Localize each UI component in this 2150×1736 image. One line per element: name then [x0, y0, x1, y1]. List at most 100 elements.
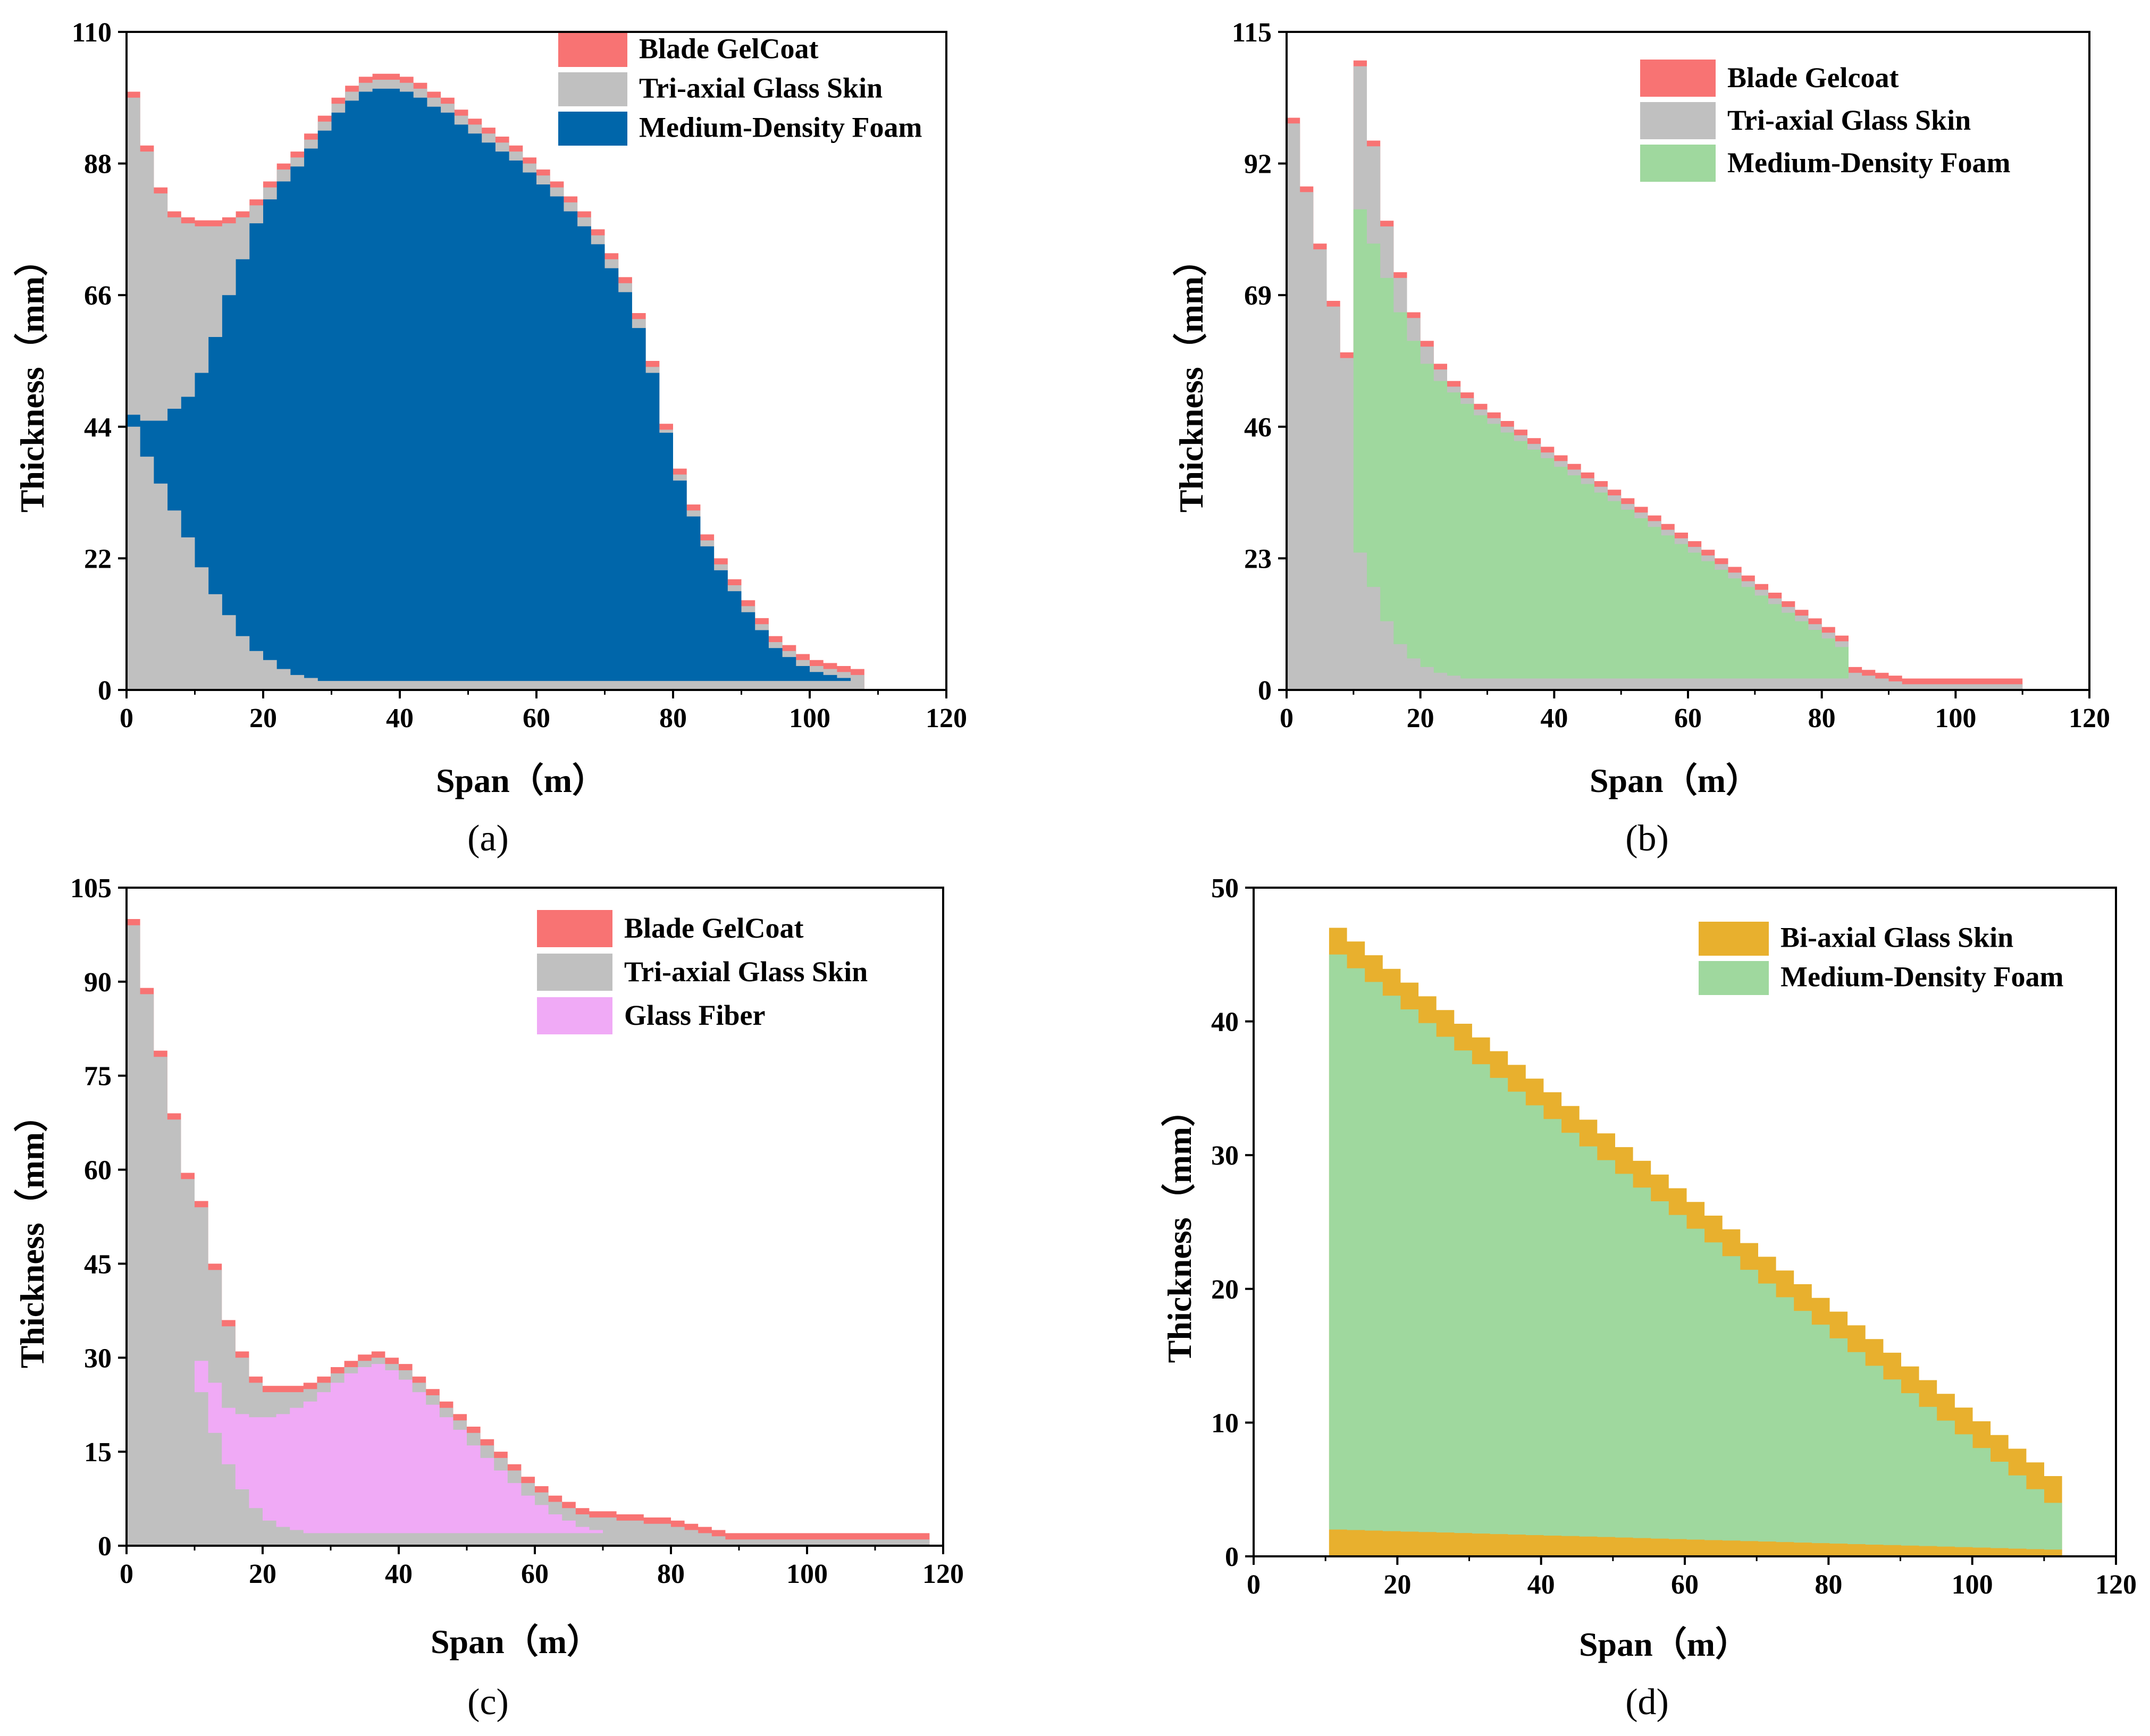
series-foam: [1329, 954, 2062, 1550]
panel-c-ytick-label: 75: [84, 1061, 112, 1092]
panel-b-xtick-label: 0: [1280, 703, 1294, 734]
panel-d-ytick-label: 20: [1211, 1275, 1239, 1305]
panel-d-label: (d): [1625, 1682, 1669, 1723]
panel-c-legend-swatch: [537, 954, 612, 991]
panel-c-xtick-label: 60: [521, 1559, 549, 1589]
panel-d: Span（m） Thickness（mm） (d) 0 20 40 60 80 100 12…: [1161, 873, 2137, 1723]
panel-d-legend-label: Bi-axial Glass Skin: [1781, 921, 2013, 953]
panel-a-ytick-label: 88: [84, 149, 112, 180]
panel-c-ytick-label: 90: [84, 967, 112, 998]
panel-d-xtick-label: 80: [1815, 1570, 1842, 1600]
series-core: [127, 88, 851, 681]
panel-c-xtick-label: 0: [120, 1559, 133, 1589]
panel-b-label: (b): [1625, 818, 1669, 859]
panel-a-legend-label: Tri-axial Glass Skin: [639, 72, 883, 104]
panel-d-xtick-label: 100: [1952, 1570, 1993, 1600]
panel-b-ytick-label: 92: [1244, 149, 1272, 180]
panel-d-ytick-label: 10: [1211, 1408, 1239, 1438]
panel-a-ytick-label: 66: [84, 281, 112, 311]
panel-d-legend-swatch: [1699, 961, 1769, 995]
panel-b-ylabel: Thickness（mm）: [1172, 242, 1210, 513]
panel-c-label: (c): [467, 1682, 509, 1723]
panel-a-xtick-label: 40: [386, 703, 414, 734]
panel-b-xtick-label: 100: [1935, 703, 1976, 734]
panel-b-legend-label: Medium-Density Foam: [1727, 147, 2010, 179]
panel-d-legend-swatch: [1699, 922, 1769, 956]
panel-c-ylabel: Thickness（mm）: [13, 1098, 51, 1369]
series-triaxial-skin: [127, 925, 930, 1546]
panel-b-xlabel: Span（m）: [1590, 762, 1760, 799]
panel-a: Span（m） Thickness（mm） (a) 0 20 40 60 80 100 12…: [13, 18, 967, 859]
panel-b-xtick-label: 40: [1540, 703, 1568, 734]
panel-b-ytick-label: 23: [1244, 544, 1272, 574]
panel-b: Span（m） Thickness（mm） (b) 0 20 40 60 80 100 12…: [1172, 18, 2110, 859]
panel-a-legend-swatch: [558, 72, 627, 106]
panel-c-xlabel: Span（m）: [431, 1623, 601, 1661]
panel-d-legend-label: Medium-Density Foam: [1781, 960, 2063, 992]
panel-a-ytick-label: 0: [98, 676, 112, 706]
panel-b-xtick-label: 120: [2069, 703, 2110, 734]
panel-a-ytick-label: 22: [84, 544, 112, 574]
panel-d-xlabel: Span（m）: [1579, 1625, 1749, 1663]
panel-a-xtick-label: 80: [659, 703, 687, 734]
panel-b-xtick-label: 80: [1808, 703, 1836, 734]
panel-a-label: (a): [467, 818, 509, 859]
panel-d-ytick-label: 50: [1211, 873, 1239, 904]
panel-d-xtick-label: 120: [2095, 1570, 2137, 1600]
panel-a-xtick-label: 20: [249, 703, 277, 734]
panel-a-legend-swatch: [558, 33, 627, 67]
panel-c-ytick-label: 105: [70, 873, 112, 904]
panel-d-ylabel: Thickness（mm）: [1161, 1093, 1198, 1363]
panel-b-legend-swatch: [1640, 145, 1716, 182]
panel-a-legend-swatch: [558, 112, 627, 146]
panel-c-ytick-label: 0: [98, 1531, 112, 1562]
panel-c-xtick-label: 100: [786, 1559, 828, 1589]
panel-a-xtick-label: 0: [120, 703, 133, 734]
panel-a-legend-label: Blade GelCoat: [639, 32, 818, 64]
panel-b-ytick-label: 46: [1244, 412, 1272, 443]
series-biaxial-skin-bottom: [1329, 1529, 2062, 1556]
panel-b-legend-label: Tri-axial Glass Skin: [1727, 104, 1971, 136]
series-core: [1353, 209, 1849, 679]
panel-c: Span（m） Thickness（mm） (c) 0 20 40 60 80 100 12…: [13, 873, 964, 1723]
panel-c-xtick-label: 20: [249, 1559, 276, 1589]
panel-b-legend-swatch: [1640, 102, 1716, 139]
panel-d-xtick-label: 60: [1671, 1570, 1699, 1600]
panel-c-xtick-label: 80: [657, 1559, 685, 1589]
panel-a-xtick-label: 60: [523, 703, 550, 734]
panel-d-xtick-label: 20: [1383, 1570, 1411, 1600]
panel-d-xtick-label: 0: [1247, 1570, 1261, 1600]
panel-d-plot: [1329, 928, 2062, 1556]
panel-a-xlabel: Span（m）: [436, 762, 606, 799]
panel-c-legend-swatch: [537, 997, 612, 1034]
panel-c-plot: [127, 919, 930, 1546]
panel-b-ytick-label: 115: [1232, 18, 1272, 48]
panel-d-ytick-label: 30: [1211, 1141, 1239, 1171]
panel-a-legend-label: Medium-Density Foam: [639, 111, 922, 143]
panel-a-plot: [127, 73, 864, 690]
panel-d-ytick-label: 40: [1211, 1007, 1239, 1038]
panel-d-ytick-label: 0: [1225, 1542, 1239, 1572]
panel-d-xtick-label: 40: [1527, 1570, 1555, 1600]
panel-b-legend-label: Blade Gelcoat: [1727, 62, 1899, 94]
panel-c-ytick-label: 60: [84, 1156, 112, 1186]
panel-a-xtick-label: 120: [926, 703, 967, 734]
panel-a-xtick-label: 100: [789, 703, 830, 734]
panel-b-xtick-label: 20: [1407, 703, 1434, 734]
panel-c-xtick-label: 40: [385, 1559, 413, 1589]
panel-c-xtick-label: 120: [922, 1559, 964, 1589]
panel-c-legend-label: Blade GelCoat: [624, 912, 803, 944]
panel-b-ytick-label: 0: [1258, 676, 1272, 706]
panel-c-legend-label: Tri-axial Glass Skin: [624, 956, 868, 988]
panel-a-ylabel: Thickness（mm）: [13, 242, 51, 513]
panel-c-ytick-label: 45: [84, 1249, 112, 1279]
panel-c-ytick-label: 30: [84, 1343, 112, 1373]
panel-a-ytick-label: 110: [72, 18, 112, 48]
panel-c-legend-label: Glass Fiber: [624, 999, 766, 1031]
panel-b-ytick-label: 69: [1244, 281, 1272, 311]
panel-a-ytick-label: 44: [84, 412, 112, 443]
panel-b-plot: [1287, 60, 2023, 690]
panel-c-ytick-label: 15: [84, 1437, 112, 1468]
panel-b-xtick-label: 60: [1674, 703, 1702, 734]
